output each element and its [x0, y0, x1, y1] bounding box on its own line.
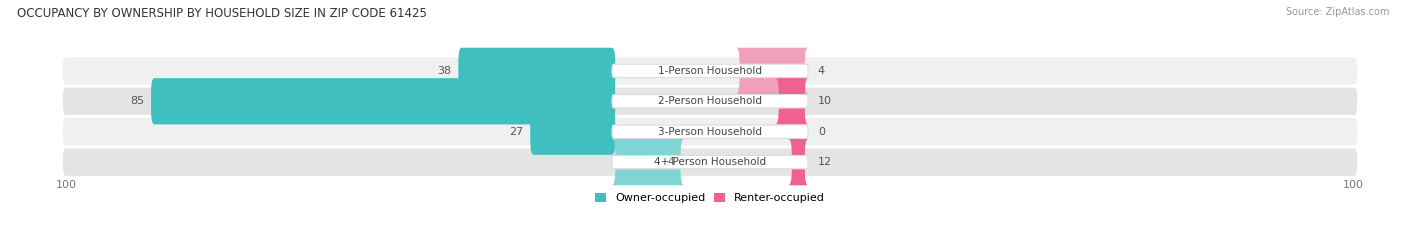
Text: 38: 38	[437, 66, 451, 76]
FancyBboxPatch shape	[612, 139, 683, 185]
FancyBboxPatch shape	[63, 57, 1357, 85]
FancyBboxPatch shape	[612, 155, 808, 169]
Text: 4+ Person Household: 4+ Person Household	[654, 157, 766, 167]
FancyBboxPatch shape	[63, 148, 1357, 176]
FancyBboxPatch shape	[612, 95, 808, 108]
FancyBboxPatch shape	[737, 48, 808, 94]
FancyBboxPatch shape	[63, 118, 1357, 145]
FancyBboxPatch shape	[63, 88, 1357, 115]
FancyBboxPatch shape	[612, 64, 808, 78]
FancyBboxPatch shape	[789, 139, 808, 185]
Text: 100: 100	[56, 180, 77, 190]
Text: 100: 100	[1343, 180, 1364, 190]
Text: OCCUPANCY BY OWNERSHIP BY HOUSEHOLD SIZE IN ZIP CODE 61425: OCCUPANCY BY OWNERSHIP BY HOUSEHOLD SIZE…	[17, 7, 427, 20]
Text: 1-Person Household: 1-Person Household	[658, 66, 762, 76]
Text: 12: 12	[818, 157, 832, 167]
Text: 2-Person Household: 2-Person Household	[658, 96, 762, 106]
FancyBboxPatch shape	[458, 48, 616, 94]
Text: 10: 10	[818, 96, 832, 106]
FancyBboxPatch shape	[530, 109, 616, 155]
Text: 3-Person Household: 3-Person Household	[658, 127, 762, 137]
Text: 4: 4	[818, 66, 825, 76]
FancyBboxPatch shape	[612, 125, 808, 138]
Text: Source: ZipAtlas.com: Source: ZipAtlas.com	[1285, 7, 1389, 17]
Text: 27: 27	[509, 127, 523, 137]
Text: 0: 0	[818, 127, 825, 137]
Text: 4: 4	[666, 157, 673, 167]
FancyBboxPatch shape	[150, 78, 616, 124]
Text: 85: 85	[131, 96, 145, 106]
Legend: Owner-occupied, Renter-occupied: Owner-occupied, Renter-occupied	[595, 193, 825, 203]
FancyBboxPatch shape	[776, 78, 808, 124]
